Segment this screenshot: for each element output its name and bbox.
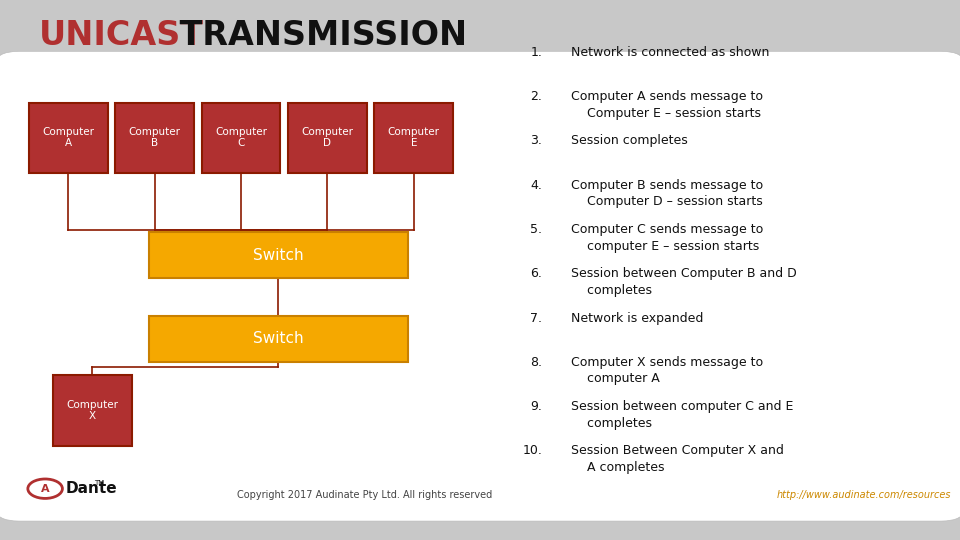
Text: 7.: 7. — [530, 312, 542, 325]
Text: 3.: 3. — [531, 134, 542, 147]
Text: Switch: Switch — [253, 332, 303, 346]
FancyBboxPatch shape — [149, 232, 408, 278]
Text: Network is connected as shown: Network is connected as shown — [571, 46, 770, 59]
Text: Computer
E: Computer E — [388, 127, 440, 148]
Text: Computer
A: Computer A — [42, 127, 94, 148]
Text: 8.: 8. — [530, 356, 542, 369]
FancyBboxPatch shape — [115, 103, 194, 173]
Text: Computer
B: Computer B — [129, 127, 180, 148]
Text: UNICAST: UNICAST — [38, 19, 204, 52]
FancyBboxPatch shape — [288, 103, 367, 173]
Text: Computer A sends message to
    Computer E – session starts: Computer A sends message to Computer E –… — [571, 90, 763, 120]
FancyBboxPatch shape — [53, 375, 132, 445]
FancyBboxPatch shape — [149, 316, 408, 362]
Text: Computer
X: Computer X — [66, 400, 118, 421]
Text: Computer B sends message to
    Computer D – session starts: Computer B sends message to Computer D –… — [571, 179, 763, 208]
Text: Copyright 2017 Audinate Pty Ltd. All rights reserved: Copyright 2017 Audinate Pty Ltd. All rig… — [237, 489, 492, 500]
FancyBboxPatch shape — [0, 51, 960, 521]
Text: Session completes: Session completes — [571, 134, 688, 147]
Text: TRANSMISSION: TRANSMISSION — [168, 19, 468, 52]
Text: 10.: 10. — [522, 444, 542, 457]
Text: 5.: 5. — [530, 223, 542, 236]
FancyBboxPatch shape — [29, 103, 108, 173]
Text: Dante: Dante — [65, 481, 117, 496]
Text: TM: TM — [94, 480, 105, 487]
Text: 1.: 1. — [531, 46, 542, 59]
Text: Network is expanded: Network is expanded — [571, 312, 704, 325]
Text: Session Between Computer X and
    A completes: Session Between Computer X and A complet… — [571, 444, 784, 474]
Text: 2.: 2. — [531, 90, 542, 103]
Text: 6.: 6. — [531, 267, 542, 280]
Text: Session between Computer B and D
    completes: Session between Computer B and D complet… — [571, 267, 797, 297]
Text: A: A — [41, 484, 49, 494]
Text: Computer
D: Computer D — [301, 127, 353, 148]
Text: Switch: Switch — [253, 248, 303, 262]
Text: Computer X sends message to
    computer A: Computer X sends message to computer A — [571, 356, 763, 386]
Text: Computer
C: Computer C — [215, 127, 267, 148]
Text: 9.: 9. — [531, 400, 542, 413]
Text: 4.: 4. — [531, 179, 542, 192]
Text: Computer C sends message to
    computer E – session starts: Computer C sends message to computer E –… — [571, 223, 763, 253]
Text: Session between computer C and E
    completes: Session between computer C and E complet… — [571, 400, 794, 430]
FancyBboxPatch shape — [202, 103, 280, 173]
Text: http://www.audinate.com/resources: http://www.audinate.com/resources — [777, 489, 951, 500]
FancyBboxPatch shape — [374, 103, 453, 173]
